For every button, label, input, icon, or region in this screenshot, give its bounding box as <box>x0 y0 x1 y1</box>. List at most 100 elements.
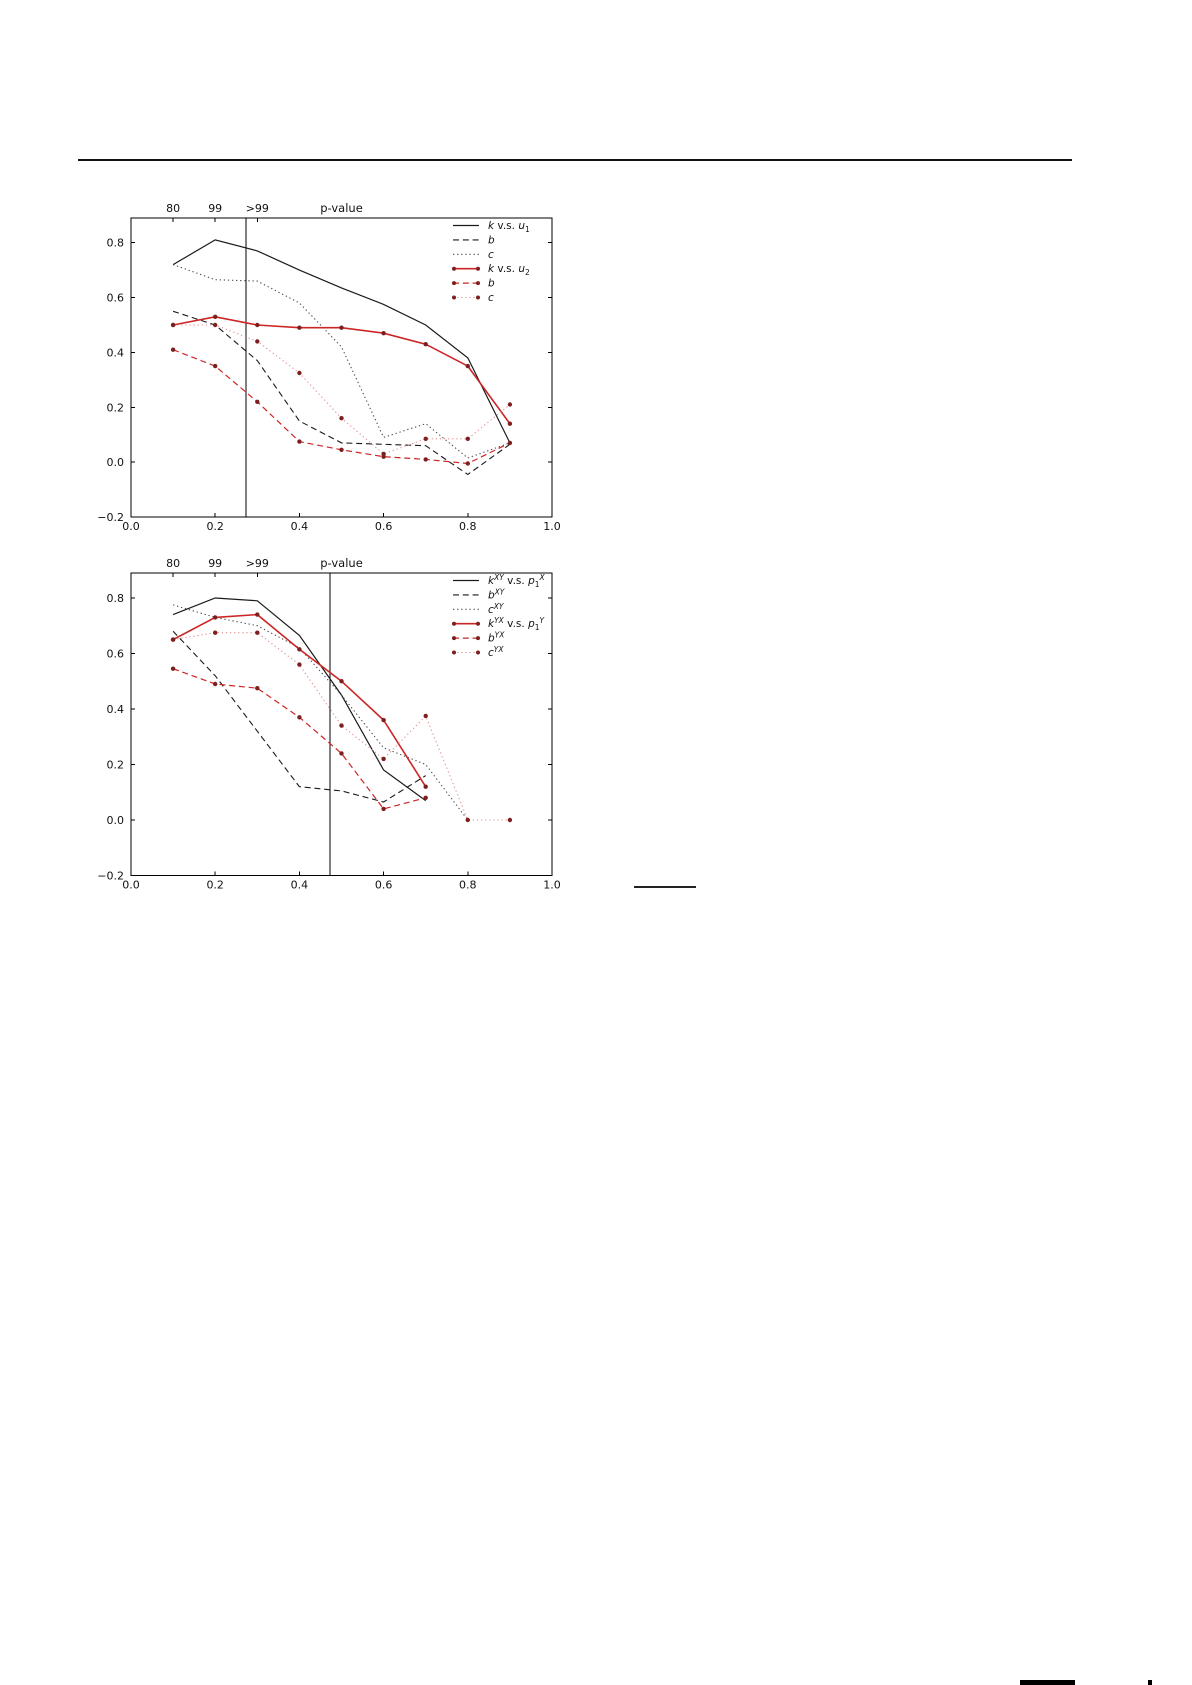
series-k-vs-u1 <box>172 239 511 444</box>
series-bXY <box>172 630 426 803</box>
y-tick-label: −0.2 <box>97 511 124 524</box>
data-marker-b-red <box>297 439 302 444</box>
data-marker-kYX-vs-p1Y <box>381 717 386 723</box>
x-tick-label: 0.6 <box>375 879 393 892</box>
data-marker-k-vs-u2 <box>507 421 513 426</box>
y-tick-label: −0.2 <box>97 870 124 883</box>
legend-marker <box>452 621 456 626</box>
legend-label-k-vs-u2: k v.s. u2 <box>488 263 530 277</box>
data-marker-b-red <box>465 461 470 466</box>
legend-label-b-red: b <box>488 278 495 290</box>
legend-label-kYX-vs-p1Y: kYX v.s. p1Y <box>488 616 546 632</box>
series-b-red <box>172 349 511 465</box>
data-marker-k-vs-u2 <box>465 363 470 369</box>
data-marker-b-red <box>507 440 513 446</box>
data-marker-bYX <box>339 751 344 756</box>
legend-marker <box>452 636 456 641</box>
page-bottom-artifact <box>1148 1680 1152 1685</box>
legend-label-cXY: cXY <box>488 602 505 616</box>
legend-label-b-black: b <box>488 234 495 246</box>
legend-label-k-vs-u1: k v.s. u1 <box>488 220 530 234</box>
top-tick-label: 80 <box>166 557 180 570</box>
legend-marker <box>452 281 456 286</box>
y-tick-label: 0.4 <box>107 346 125 359</box>
top-axis-title: p-value <box>320 201 363 215</box>
data-marker-bYX <box>423 795 428 800</box>
y-tick-label: 0.2 <box>107 758 125 771</box>
data-marker-cYX <box>170 637 176 642</box>
top-tick-label: >99 <box>246 557 269 570</box>
x-tick-label: 0.4 <box>291 879 309 892</box>
data-marker-c-red <box>507 402 513 407</box>
legend-marker <box>476 266 480 271</box>
x-tick-label: 0.0 <box>122 520 140 533</box>
series-b-black <box>172 310 511 476</box>
data-marker-cYX <box>465 817 470 823</box>
series-bYX <box>172 668 426 810</box>
plot-box <box>130 572 553 876</box>
legend-marker <box>452 266 456 271</box>
data-marker-kYX-vs-p1Y <box>213 615 218 620</box>
data-marker-kYX-vs-p1Y <box>297 647 302 652</box>
data-marker-cYX <box>507 817 513 823</box>
header-rule <box>78 159 1072 161</box>
data-marker-cYX <box>423 713 428 719</box>
legend-marker <box>476 621 480 626</box>
data-marker-bYX <box>213 681 218 687</box>
x-tick-label: 0.2 <box>206 520 224 533</box>
data-marker-k-vs-u2 <box>297 325 302 330</box>
data-marker-bYX <box>297 715 302 720</box>
data-marker-kYX-vs-p1Y <box>339 679 344 684</box>
data-marker-k-vs-u2 <box>423 342 428 347</box>
x-tick-label: 1.0 <box>543 879 561 892</box>
y-tick-label: 0.8 <box>107 237 125 250</box>
y-tick-label: 0.4 <box>107 703 125 716</box>
data-marker-c-red <box>297 370 302 376</box>
legend-marker <box>476 281 480 286</box>
data-marker-bYX <box>381 806 386 812</box>
data-marker-k-vs-u2 <box>381 331 386 336</box>
data-marker-b-red <box>213 363 218 369</box>
series-kYX-vs-p1Y <box>172 613 427 788</box>
data-marker-c-red <box>465 436 470 441</box>
data-marker-cYX <box>255 630 260 635</box>
series-cXY <box>172 604 469 821</box>
x-tick-label: 0.6 <box>375 520 393 533</box>
data-marker-cYX <box>339 723 344 728</box>
data-marker-k-vs-u2 <box>339 325 344 330</box>
data-marker-c-red <box>381 451 386 457</box>
series-kXY-vs-p1X <box>172 597 427 802</box>
footnote-rule <box>634 886 696 888</box>
legend-label-cYX: cYX <box>488 645 504 659</box>
x-tick-label: 0.8 <box>459 520 477 533</box>
legend-marker <box>476 650 480 655</box>
data-marker-kYX-vs-p1Y <box>255 612 260 617</box>
data-marker-k-vs-u2 <box>213 314 218 319</box>
figure-pvalue-bottom-chart: 0.0 0.2 0.4 0.6 0.8 1.0−0.20.00.20.40.60.880 9… <box>97 556 561 892</box>
y-tick-label: 0.0 <box>107 456 125 469</box>
y-tick-label: 0.0 <box>107 814 125 827</box>
data-marker-b-red <box>423 457 428 462</box>
page-bottom-artifact <box>1020 1680 1075 1685</box>
x-tick-label: 1.0 <box>543 520 561 533</box>
data-marker-k-vs-u2 <box>255 322 260 328</box>
data-marker-cYX <box>297 662 302 667</box>
data-marker-c-red <box>255 339 260 344</box>
y-tick-label: 0.6 <box>107 292 125 305</box>
data-marker-cYX <box>213 630 218 635</box>
legend-marker <box>452 295 456 300</box>
legend-marker <box>476 636 480 641</box>
legend-label-bXY: bXY <box>488 587 506 601</box>
series-k-vs-u2 <box>172 315 511 425</box>
data-marker-bYX <box>170 666 176 671</box>
y-tick-label: 0.2 <box>107 401 125 414</box>
x-tick-label: 0.2 <box>206 879 224 892</box>
x-tick-label: 0.0 <box>122 879 140 892</box>
data-marker-bYX <box>255 686 260 691</box>
data-marker-b-red <box>255 399 260 404</box>
plot-box <box>130 217 553 518</box>
data-marker-c-red <box>339 416 344 421</box>
x-tick-label: 0.4 <box>291 520 309 533</box>
legend-marker <box>476 295 480 300</box>
